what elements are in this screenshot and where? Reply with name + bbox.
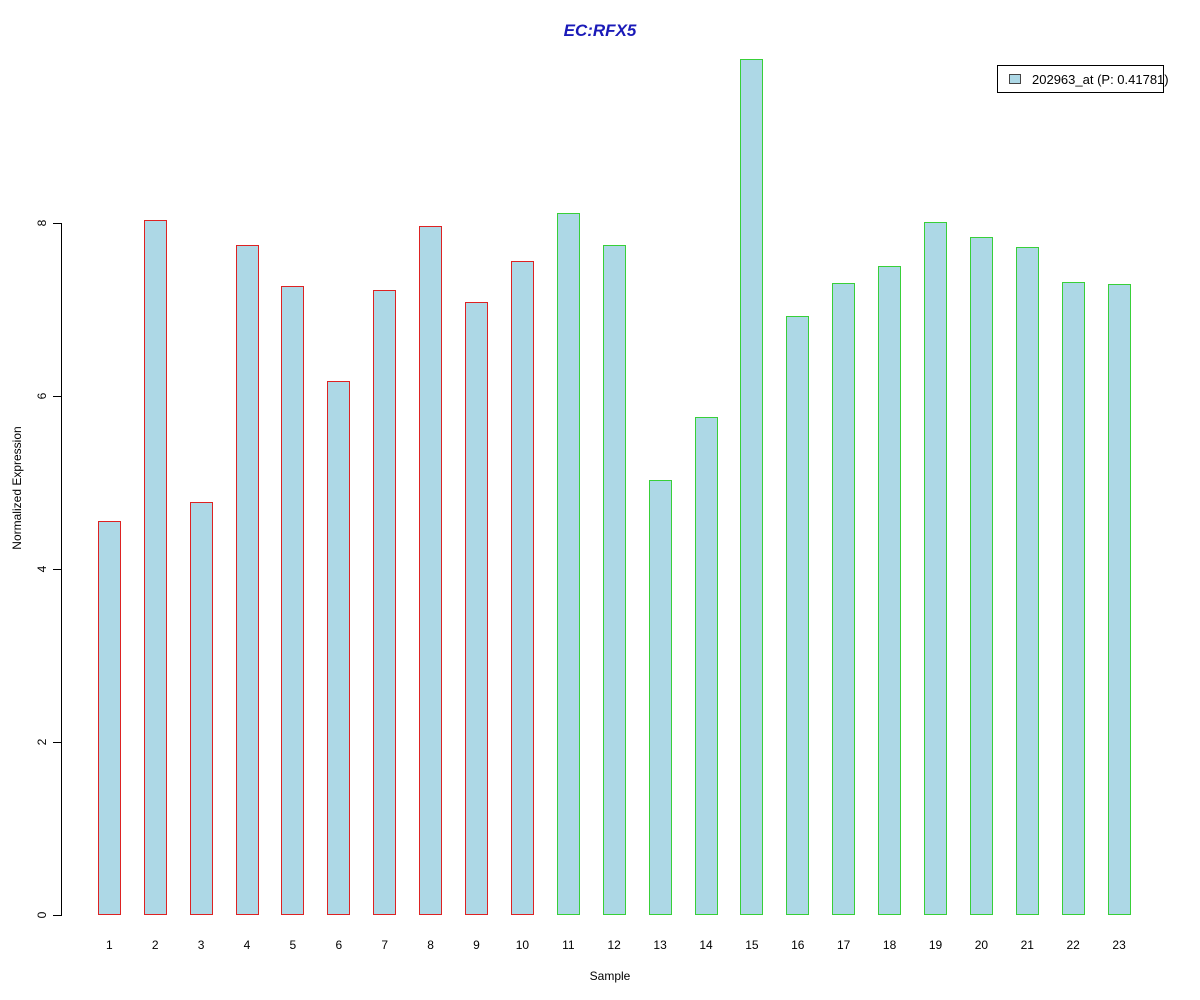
x-tick-label: 3 xyxy=(197,938,205,952)
x-tick-label: 21 xyxy=(1020,938,1034,952)
legend-label: 202963_at (P: 0.41781) xyxy=(1032,71,1169,87)
bar-sample-8 xyxy=(419,226,443,915)
x-tick-label: 9 xyxy=(473,938,480,952)
y-tick-mark xyxy=(53,569,61,570)
x-tick-label: 6 xyxy=(335,938,343,952)
bar-sample-13 xyxy=(648,479,672,915)
bar-sample-6 xyxy=(327,381,351,915)
bar-sample-19 xyxy=(924,222,947,915)
bar-sample-21 xyxy=(1015,247,1039,915)
x-tick-label: 11 xyxy=(562,938,575,952)
y-tick-label: 4 xyxy=(35,565,49,573)
x-tick-label: 19 xyxy=(928,938,943,952)
x-tick-label: 4 xyxy=(243,938,251,952)
bar-sample-10 xyxy=(510,261,534,915)
bar-sample-2 xyxy=(143,220,167,915)
bar-sample-7 xyxy=(373,290,397,915)
bar-sample-1 xyxy=(97,521,121,915)
y-tick-label: 6 xyxy=(35,392,49,400)
bar-sample-5 xyxy=(281,286,305,915)
bar-sample-22 xyxy=(1061,281,1085,915)
bar-sample-17 xyxy=(832,282,856,915)
x-tick-label: 10 xyxy=(515,938,530,952)
y-tick-mark xyxy=(53,915,61,916)
y-tick-mark xyxy=(53,223,61,224)
bar-sample-11 xyxy=(556,213,580,915)
y-tick-label: 2 xyxy=(35,738,49,746)
bar-sample-20 xyxy=(969,236,993,915)
x-tick-label: 14 xyxy=(699,938,713,952)
y-tick-label: 8 xyxy=(35,219,49,227)
bar-sample-16 xyxy=(786,316,810,915)
x-tick-label: 16 xyxy=(791,938,805,952)
y-axis-label: Normalized Expression xyxy=(10,426,24,550)
y-axis-line xyxy=(61,223,62,916)
bar-sample-23 xyxy=(1107,284,1131,915)
x-tick-label: 23 xyxy=(1112,938,1126,952)
x-tick-label: 15 xyxy=(745,938,759,952)
x-tick-label: 20 xyxy=(974,938,989,952)
x-tick-label: 17 xyxy=(837,938,851,952)
bar-sample-12 xyxy=(602,245,626,915)
x-tick-label: 12 xyxy=(607,938,621,952)
bar-sample-3 xyxy=(189,502,213,915)
bar-sample-15 xyxy=(740,58,764,915)
bar-sample-9 xyxy=(465,301,488,915)
chart-title: EC:RFX5 xyxy=(563,21,637,40)
x-tick-label: 22 xyxy=(1066,938,1080,952)
x-axis-label: Sample xyxy=(589,969,631,983)
legend: 202963_at (P: 0.41781) xyxy=(997,65,1169,93)
bar-sample-14 xyxy=(694,416,718,915)
x-tick-label: 7 xyxy=(381,938,389,952)
legend-swatch-icon xyxy=(1009,74,1021,84)
x-tick-label: 2 xyxy=(151,938,159,952)
y-tick-mark xyxy=(53,396,61,397)
bar-sample-18 xyxy=(878,266,902,915)
x-tick-label: 1 xyxy=(105,938,113,952)
x-tick-label: 13 xyxy=(653,938,667,952)
x-tick-label: 5 xyxy=(289,938,297,952)
x-tick-label: 8 xyxy=(427,938,434,952)
y-tick-mark xyxy=(53,742,61,743)
x-tick-label: 18 xyxy=(882,938,897,952)
bar-sample-4 xyxy=(235,244,259,915)
y-tick-label: 0 xyxy=(35,911,49,919)
